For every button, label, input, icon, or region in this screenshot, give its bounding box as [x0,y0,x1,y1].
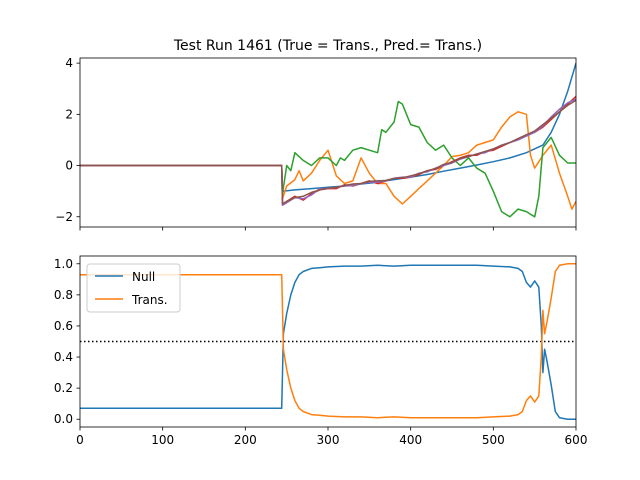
chart-title: Test Run 1461 (True = Trans., Pred.= Tra… [173,38,482,54]
y-tick-label: 0 [65,159,73,173]
y-tick-label: 0.0 [54,412,73,426]
x-tick-label: 300 [317,433,340,447]
y-tick-label: 0.4 [54,350,73,364]
y-tick-label: 1.0 [54,257,73,271]
x-tick-label: 200 [234,433,257,447]
x-tick-label: 400 [399,433,422,447]
y-tick-label: −2 [55,210,73,224]
x-tick-label: 600 [565,433,588,447]
y-tick-label: 0.8 [54,288,73,302]
x-tick-label: 500 [482,433,505,447]
y-tick-label: 0.2 [54,381,73,395]
y-tick-label: 0.6 [54,319,73,333]
x-tick-label: 100 [151,433,174,447]
legend: Null Trans. [87,264,180,312]
y-tick-label: 4 [65,56,73,70]
legend-trans-label: Trans. [131,293,168,307]
legend-null-label: Null [132,270,155,284]
y-tick-label: 2 [65,107,73,121]
x-tick-label: 0 [76,433,84,447]
